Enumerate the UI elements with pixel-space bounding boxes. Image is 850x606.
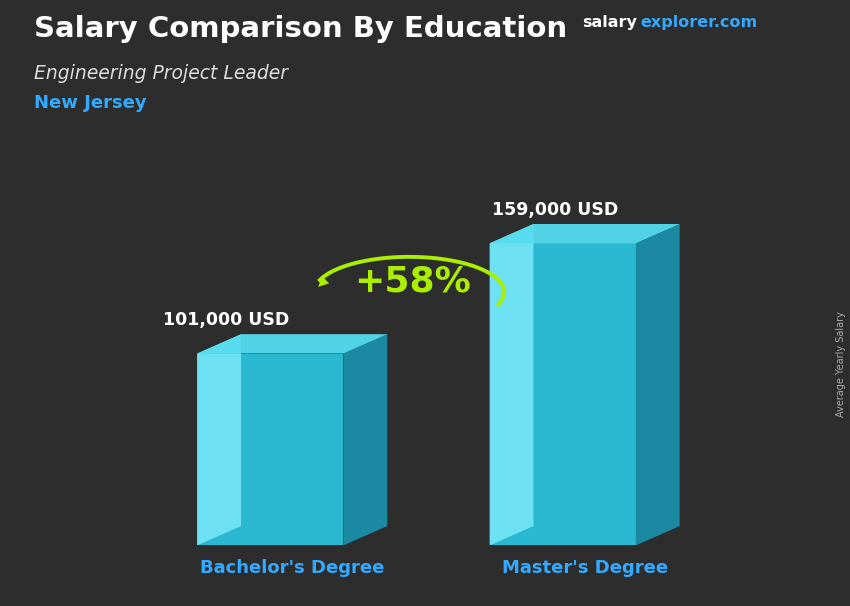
Polygon shape bbox=[343, 334, 388, 545]
Polygon shape bbox=[197, 353, 343, 545]
Text: 159,000 USD: 159,000 USD bbox=[492, 201, 619, 219]
Polygon shape bbox=[636, 224, 680, 545]
Text: 101,000 USD: 101,000 USD bbox=[163, 311, 290, 329]
Text: Bachelor's Degree: Bachelor's Degree bbox=[200, 559, 384, 578]
Polygon shape bbox=[197, 334, 388, 353]
Text: Salary Comparison By Education: Salary Comparison By Education bbox=[34, 15, 567, 43]
Text: salary: salary bbox=[582, 15, 638, 30]
Text: Engineering Project Leader: Engineering Project Leader bbox=[34, 64, 288, 82]
Polygon shape bbox=[490, 224, 680, 244]
Text: +58%: +58% bbox=[354, 264, 471, 299]
Polygon shape bbox=[490, 244, 636, 545]
Polygon shape bbox=[490, 224, 534, 545]
Polygon shape bbox=[197, 334, 241, 545]
Text: Master's Degree: Master's Degree bbox=[502, 559, 668, 578]
Text: New Jersey: New Jersey bbox=[34, 94, 146, 112]
Text: Average Yearly Salary: Average Yearly Salary bbox=[836, 311, 846, 416]
Text: explorer.com: explorer.com bbox=[640, 15, 757, 30]
